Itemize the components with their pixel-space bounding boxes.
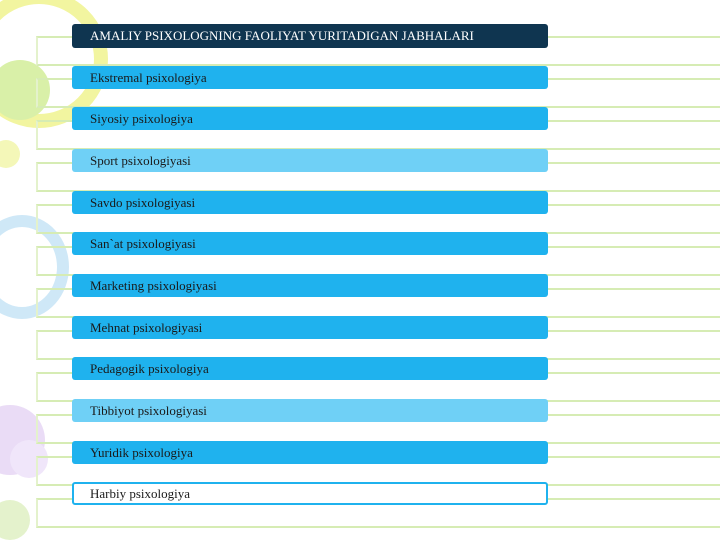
- list-item: Sport psixologiyasi: [72, 149, 548, 172]
- list-item: Pedagogik psixologiya: [72, 357, 548, 380]
- green-leaf-decoration: [0, 500, 30, 540]
- list-item: Tibbiyot psixologiyasi: [72, 399, 548, 422]
- green-circle-decoration: [0, 60, 50, 120]
- yellow-dot-decoration: [0, 140, 20, 168]
- list-item: Mehnat psixologiyasi: [72, 316, 548, 339]
- list-item: Yuridik psixologiya: [72, 441, 548, 464]
- list-item: Ekstremal psixologiya: [72, 66, 548, 89]
- page-title: AMALIY PSIXOLOGNING FAOLIYAT YURITADIGAN…: [72, 24, 548, 48]
- purple-flower-decoration: [10, 440, 48, 478]
- list-item: Marketing psixologiyasi: [72, 274, 548, 297]
- list-item: Savdo psixologiyasi: [72, 191, 548, 214]
- list-item: Siyosiy psixologiya: [72, 107, 548, 130]
- list-item: San`at psixologiyasi: [72, 232, 548, 255]
- list-item: Harbiy psixologiya: [72, 482, 548, 505]
